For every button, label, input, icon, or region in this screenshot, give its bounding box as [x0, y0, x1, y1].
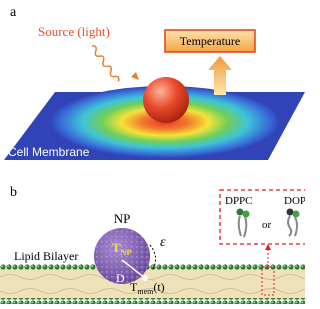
- np-label: NP: [114, 211, 131, 226]
- d-label: D: [116, 271, 125, 285]
- epsilon-label: ε: [160, 235, 166, 250]
- panel-label: b: [10, 185, 17, 200]
- bilayer-label: Lipid Bilayer: [14, 249, 78, 263]
- particle: [143, 77, 189, 123]
- membrane-label: Cell Membrane: [8, 145, 90, 159]
- lipid-1-label: DPPC: [225, 195, 253, 207]
- tnp-main: T: [112, 240, 121, 255]
- wave-head: [131, 72, 139, 80]
- head-groups: [0, 298, 305, 304]
- radius-end: [142, 275, 148, 281]
- figure: a Source (light) Temperature Cell Membra…: [0, 0, 305, 309]
- panel-label: a: [10, 5, 17, 20]
- or-label: or: [262, 219, 272, 231]
- light-wave: [84, 45, 127, 82]
- zoom-head: [265, 244, 271, 250]
- temperature-label: Temperature: [180, 34, 240, 48]
- head-groups: [0, 264, 305, 270]
- dopc-molecule: [287, 209, 300, 237]
- tmem-tail: (t): [153, 280, 164, 294]
- tnp-sub: NP: [121, 248, 132, 257]
- tmem-sub: mem: [137, 287, 154, 296]
- dppc-molecule: [237, 209, 250, 238]
- lipid-2-label: DOPC: [284, 195, 305, 207]
- source-label: Source (light): [38, 24, 110, 39]
